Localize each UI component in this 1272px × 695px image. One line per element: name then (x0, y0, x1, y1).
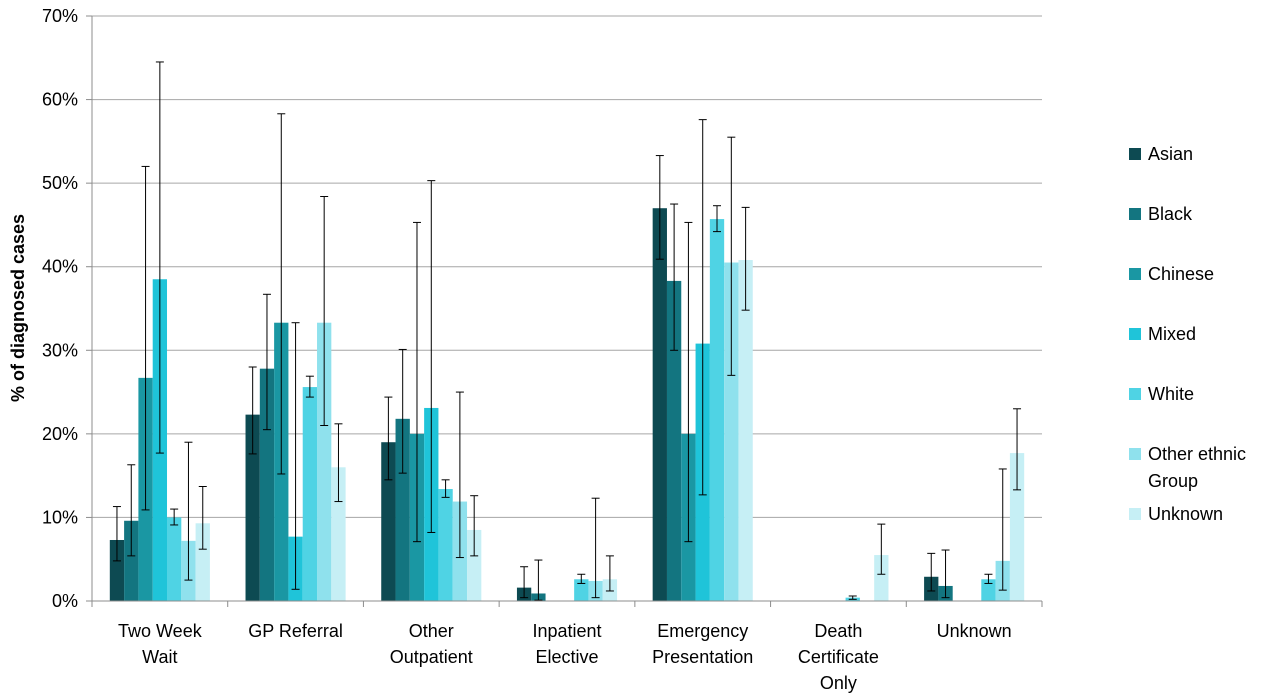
legend-swatch (1129, 208, 1141, 220)
legend-swatch (1129, 448, 1141, 460)
bar (124, 520, 139, 601)
bar (438, 489, 453, 601)
x-tick-label: Unknown (937, 621, 1012, 641)
bars (109, 208, 1025, 602)
bar (574, 579, 589, 601)
legend-label: Asian (1148, 144, 1193, 164)
bar (195, 523, 210, 601)
bar (317, 322, 332, 601)
y-axis-label: % of diagnosed cases (8, 214, 28, 402)
y-tick-labels: 0% 10% 20% 30% 40% 50% 60% 70% (42, 6, 78, 611)
y-tick-label: 30% (42, 340, 78, 360)
bar (245, 414, 260, 601)
bar (381, 442, 396, 601)
bar (724, 262, 739, 601)
x-tick-label: Emergency Presentation (652, 621, 753, 667)
bar (652, 208, 667, 601)
bar (259, 368, 275, 601)
legend-label: Mixed (1148, 324, 1196, 344)
y-tick-label: 40% (42, 257, 78, 277)
legend-swatch (1129, 508, 1141, 520)
legend-swatch (1129, 388, 1141, 400)
bar (666, 280, 682, 601)
legend-label: Chinese (1148, 264, 1214, 284)
bar (331, 467, 346, 601)
legend-label: Other ethnic Group (1148, 444, 1246, 491)
bar (167, 517, 182, 601)
bar (709, 219, 725, 602)
y-tick-label: 10% (42, 507, 78, 527)
x-tick-label: Two Week Wait (118, 621, 203, 667)
gridlines (92, 15, 1042, 518)
legend-label: Black (1148, 204, 1193, 224)
y-tick-label: 20% (42, 424, 78, 444)
x-tick-labels: Two Week Wait GP Referral Other Outpatient In… (118, 621, 1012, 693)
legend-swatch (1129, 148, 1141, 160)
x-tick-label: Other Outpatient (390, 621, 473, 667)
bar (981, 579, 996, 601)
legend-swatch (1129, 268, 1141, 280)
legend-label: White (1148, 384, 1194, 404)
y-tick-label: 50% (42, 173, 78, 193)
legend-swatch (1129, 328, 1141, 340)
x-tick-label: GP Referral (248, 621, 343, 641)
y-tick-label: 0% (52, 591, 78, 611)
bar (395, 418, 410, 601)
axes (86, 15, 1043, 607)
y-tick-label: 60% (42, 90, 78, 110)
bar (874, 555, 889, 601)
bar (738, 260, 753, 601)
y-tick-label: 70% (42, 6, 78, 26)
x-tick-label: Inpatient Elective (532, 621, 601, 667)
error-bars (112, 61, 1022, 601)
legend: Asian Black Chinese Mixed White Other ethnic G… (1129, 144, 1246, 524)
bar (302, 387, 318, 601)
bar (109, 539, 125, 601)
x-tick-label: Death Certificate Only (798, 621, 879, 693)
legend-label: Unknown (1148, 504, 1223, 524)
bar (467, 529, 482, 601)
